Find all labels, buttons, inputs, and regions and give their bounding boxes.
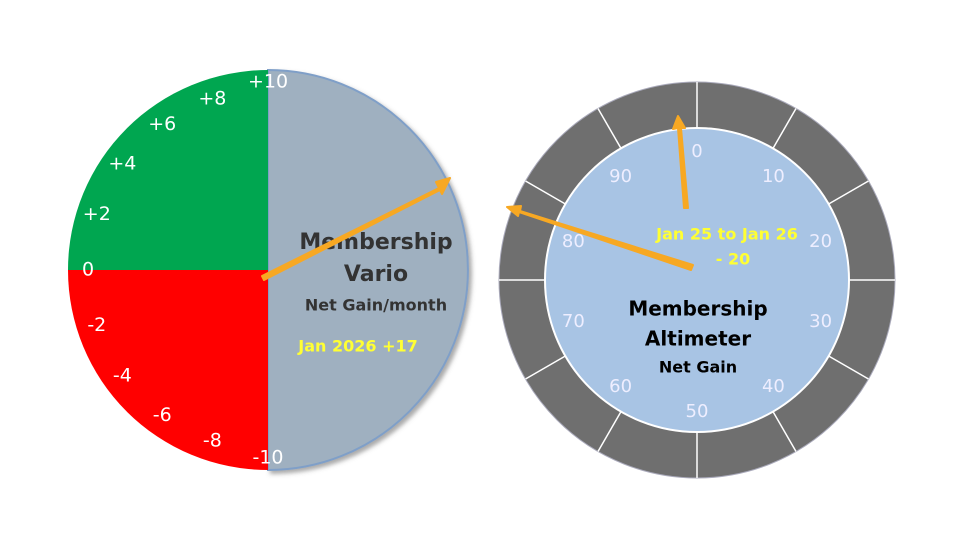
altimeter-scale-label: 60 bbox=[609, 376, 632, 397]
vario-needle bbox=[261, 177, 451, 281]
vario-scale-label: -8 bbox=[203, 430, 222, 452]
vario-scale-label: +2 bbox=[83, 203, 111, 225]
altimeter-scale-label: 30 bbox=[809, 311, 832, 332]
vario-scale-label: -2 bbox=[87, 314, 106, 336]
vario-gauge: Membership Vario Net Gain/month Jan 2026… bbox=[68, 68, 469, 472]
vario-scale-label: -4 bbox=[113, 364, 132, 386]
altimeter-reading: - 20 bbox=[716, 250, 750, 269]
vario-scale-label: +10 bbox=[248, 71, 288, 93]
ring-divider bbox=[826, 354, 869, 380]
ring-divider bbox=[597, 108, 623, 151]
altimeter-scale-label: 80 bbox=[562, 231, 585, 252]
altimeter-scale-label: 90 bbox=[609, 166, 632, 187]
altimeter-scale-label: 20 bbox=[809, 231, 832, 252]
altimeter-scale-label: 10 bbox=[762, 166, 785, 187]
altimeter-caption: Net Gain bbox=[659, 358, 737, 377]
altimeter-scale-label: 70 bbox=[562, 311, 585, 332]
vario-scale-label: +8 bbox=[198, 87, 226, 109]
ring-divider bbox=[525, 354, 568, 380]
vario-reading: Jan 2026 +17 bbox=[297, 337, 417, 356]
ring-divider bbox=[771, 108, 797, 151]
altimeter-title: Membership bbox=[628, 297, 767, 321]
ring-divider bbox=[597, 409, 623, 452]
vario-scale-label: -10 bbox=[252, 447, 283, 469]
vario-scale-label: 0 bbox=[82, 259, 94, 281]
altimeter-period: Jan 25 to Jan 26 bbox=[655, 225, 798, 244]
altimeter-gauge: 0 10 20 30 40 50 60 70 80 90 Jan 25 to Jan 26 - 2… bbox=[498, 81, 896, 479]
short-hand bbox=[672, 115, 689, 209]
vario-scale-label: +6 bbox=[148, 113, 176, 135]
altimeter-scale-label: 0 bbox=[691, 141, 702, 162]
ring-divider bbox=[826, 180, 869, 206]
ring-divider bbox=[771, 409, 797, 452]
vario-scale-label: +4 bbox=[108, 153, 136, 175]
vario-caption: Net Gain/month bbox=[305, 296, 447, 315]
altimeter-face bbox=[544, 127, 850, 433]
altimeter-scale-label: 50 bbox=[686, 401, 709, 422]
vario-subtitle: Vario bbox=[344, 262, 408, 287]
altimeter-subtitle: Altimeter bbox=[645, 327, 751, 351]
altimeter-scale-label: 40 bbox=[762, 376, 785, 397]
long-hand bbox=[506, 205, 694, 271]
vario-green bbox=[68, 70, 268, 270]
vario-red bbox=[68, 270, 268, 470]
vario-scale-label: -6 bbox=[153, 404, 172, 426]
ring-divider bbox=[525, 180, 568, 206]
vario-half bbox=[267, 68, 469, 472]
vario-title: Membership bbox=[299, 230, 452, 255]
